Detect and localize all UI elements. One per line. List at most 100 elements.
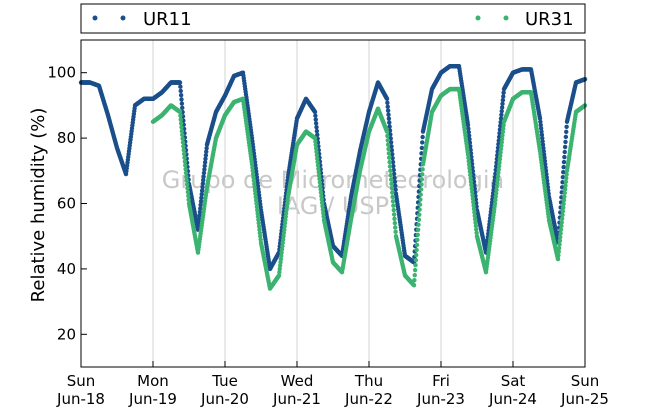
point-ur11 (498, 123, 503, 129)
point-ur11 (203, 156, 208, 162)
x-tick-label-date: Jun-19 (128, 390, 177, 408)
point-ur31 (414, 252, 419, 258)
point-ur31 (284, 204, 290, 209)
point-ur11 (314, 128, 320, 134)
point-ur31 (186, 193, 191, 199)
point-ur31 (414, 247, 419, 253)
point-ur31 (386, 146, 391, 152)
x-tick-label-day: Wed (281, 372, 314, 390)
point-ur11 (390, 151, 395, 157)
point-ur31 (468, 179, 474, 184)
point-ur31 (558, 231, 563, 236)
point-ur11 (538, 126, 544, 131)
point-ur11 (197, 209, 203, 215)
point-ur11 (499, 108, 504, 114)
point-ur11 (465, 122, 471, 128)
point-ur31 (285, 198, 290, 203)
point-ur11 (312, 109, 318, 115)
point-ur31 (390, 190, 395, 195)
point-ur31 (184, 182, 190, 187)
point-ur31 (469, 182, 474, 188)
point-ur31 (387, 155, 392, 160)
point-ur11 (541, 148, 546, 154)
point-ur31 (181, 151, 187, 157)
watermark: Grupo de Micrometeorologia IAG / USP (162, 166, 504, 220)
point-ur31 (313, 146, 319, 151)
series-layer (78, 63, 588, 291)
point-ur11 (561, 169, 566, 175)
point-ur31 (320, 207, 326, 212)
point-ur31 (251, 175, 256, 180)
point-ur11 (202, 163, 207, 169)
point-ur31 (282, 224, 287, 229)
point-ur11 (313, 113, 318, 118)
point-ur31 (255, 214, 261, 219)
point-ur11 (562, 154, 567, 160)
point-ur31 (182, 159, 188, 164)
point-ur31 (388, 177, 394, 182)
point-ur31 (562, 194, 567, 199)
point-ur31 (496, 167, 501, 172)
point-ur31 (465, 152, 471, 157)
point-ur11 (537, 116, 543, 121)
point-ur31 (563, 183, 568, 188)
point-ur31 (319, 200, 325, 206)
point-ur31 (390, 194, 395, 200)
y-tick-label: 80 (57, 129, 76, 147)
point-ur11 (466, 126, 471, 131)
x-tick-label-day: Mon (137, 372, 169, 390)
point-ur31 (178, 113, 183, 118)
point-ur31 (471, 203, 476, 208)
point-ur31 (282, 227, 287, 232)
point-ur11 (198, 206, 203, 211)
point-ur31 (468, 176, 473, 181)
point-ur31 (389, 186, 395, 191)
point-ur31 (497, 160, 502, 165)
x-tick-label-day: Tue (211, 372, 238, 390)
point-ur31 (413, 262, 418, 268)
point-ur11 (391, 163, 396, 169)
point-ur31 (384, 129, 390, 134)
point-ur31 (493, 191, 499, 196)
point-ur31 (277, 269, 282, 275)
point-ur11 (543, 168, 549, 173)
point-ur31 (417, 207, 422, 212)
point-ur11 (201, 177, 206, 183)
point-ur11 (539, 132, 545, 138)
point-ur31 (279, 250, 284, 255)
point-ur11 (540, 142, 546, 147)
point-ur11 (540, 139, 545, 144)
point-ur11 (543, 162, 548, 167)
point-ur31 (253, 198, 259, 203)
x-tick-label-date: Jun-25 (560, 390, 609, 408)
point-ur31 (253, 194, 258, 200)
point-ur31 (470, 196, 476, 201)
point-ur31 (414, 242, 420, 248)
point-ur31 (561, 198, 567, 203)
point-ur11 (561, 164, 566, 170)
point-ur11 (202, 167, 207, 172)
point-ur31 (560, 209, 566, 214)
legend-box (80, 3, 586, 34)
point-ur11 (393, 187, 398, 192)
point-ur31 (562, 186, 568, 192)
point-ur31 (278, 256, 284, 262)
point-ur31 (181, 144, 186, 149)
legend-marker-ur31 (503, 15, 509, 21)
point-ur11 (466, 133, 472, 138)
point-ur11 (467, 136, 472, 142)
point-ur31 (387, 164, 393, 169)
point-ur31 (495, 180, 500, 186)
point-ur11 (390, 159, 396, 165)
point-ur31 (177, 109, 183, 115)
point-ur31 (392, 220, 398, 226)
point-ur11 (543, 165, 548, 170)
point-ur11 (204, 145, 209, 151)
point-ur31 (556, 245, 562, 251)
point-ur31 (556, 253, 561, 258)
point-ur31 (472, 213, 477, 218)
point-ur31 (316, 169, 321, 175)
point-ur11 (501, 90, 506, 95)
point-ur31 (561, 205, 566, 210)
